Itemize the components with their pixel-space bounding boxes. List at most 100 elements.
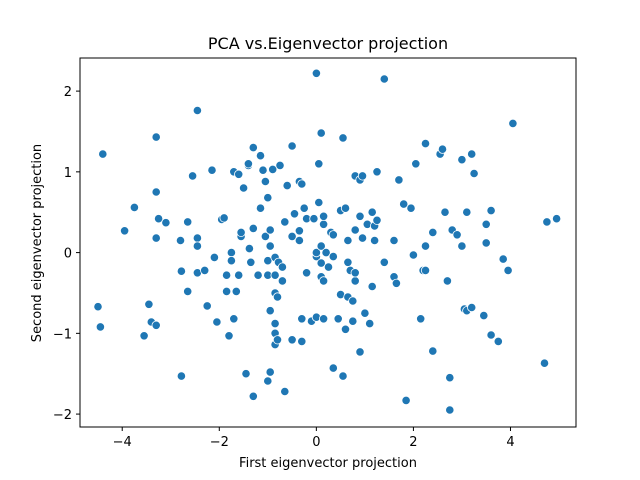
scatter-point bbox=[265, 306, 275, 316]
scatter-point bbox=[486, 330, 496, 340]
scatter-point bbox=[408, 250, 418, 260]
scatter-point bbox=[442, 276, 452, 286]
x-axis-label: First eigenvector projection bbox=[239, 456, 417, 471]
scatter-point bbox=[234, 169, 244, 179]
scatter-point bbox=[272, 292, 283, 302]
scatter-point bbox=[503, 265, 513, 275]
scatter-point bbox=[222, 286, 232, 296]
scatter-point bbox=[294, 235, 304, 246]
scatter-point bbox=[277, 262, 287, 272]
scatter-point bbox=[445, 405, 455, 415]
scatter-point bbox=[428, 346, 438, 356]
scatter-point bbox=[224, 331, 234, 341]
scatter-point bbox=[260, 176, 270, 187]
scatter-point bbox=[355, 347, 365, 357]
scatter-point bbox=[287, 335, 297, 345]
y-tick-label: −2 bbox=[53, 408, 72, 423]
scatter-point bbox=[420, 241, 431, 251]
scatter-point bbox=[428, 227, 438, 237]
scatter-point bbox=[226, 248, 236, 258]
scatter-point bbox=[457, 155, 467, 165]
scatter-point bbox=[508, 118, 518, 129]
chart-title: PCA vs.Eigenvector projection bbox=[208, 34, 448, 53]
scatter-point bbox=[175, 235, 186, 246]
scatter-point bbox=[486, 206, 496, 216]
scatter-point bbox=[272, 335, 283, 345]
scatter-point bbox=[239, 183, 249, 193]
scatter-point bbox=[98, 149, 108, 159]
scatter-point bbox=[350, 276, 360, 286]
scatter-point bbox=[95, 322, 106, 332]
scatter-point bbox=[297, 314, 307, 324]
scatter-point bbox=[248, 391, 258, 401]
scatter-point bbox=[229, 314, 239, 324]
scatter-point bbox=[406, 203, 416, 213]
scatter-point bbox=[192, 233, 202, 243]
scatter-point bbox=[357, 233, 368, 243]
scatter-point bbox=[161, 218, 171, 228]
scatter-point bbox=[357, 171, 368, 181]
scatter-point bbox=[314, 159, 324, 169]
scatter-point bbox=[481, 219, 491, 229]
scatter-point bbox=[222, 270, 232, 280]
scatter-point bbox=[316, 241, 326, 251]
scatter-point bbox=[343, 235, 353, 246]
y-tick-label: 2 bbox=[64, 85, 72, 100]
scatter-point bbox=[416, 314, 426, 324]
x-tick-label: 4 bbox=[506, 435, 514, 450]
scatter-point bbox=[188, 171, 198, 181]
scatter-point bbox=[280, 386, 290, 397]
scatter-point bbox=[328, 252, 338, 262]
scatter-point bbox=[539, 358, 550, 368]
scatter-point bbox=[311, 248, 321, 258]
scatter-point bbox=[328, 363, 338, 373]
scatter-point bbox=[200, 265, 210, 275]
scatter-point bbox=[316, 258, 326, 268]
scatter-point bbox=[437, 144, 448, 154]
scatter-point bbox=[318, 314, 329, 324]
scatter-point bbox=[340, 324, 351, 334]
scatter-point bbox=[367, 281, 377, 292]
scatter-point bbox=[323, 262, 334, 272]
scatter-point bbox=[255, 151, 266, 161]
scatter-point bbox=[289, 209, 300, 219]
scatter-point bbox=[282, 181, 292, 191]
scatter-point bbox=[270, 270, 280, 280]
scatter-point bbox=[265, 241, 275, 251]
scatter-point bbox=[318, 276, 329, 286]
scatter-point bbox=[394, 175, 404, 185]
plot-frame bbox=[79, 57, 577, 428]
scatter-point bbox=[372, 167, 382, 177]
scatter-point bbox=[318, 211, 329, 221]
scatter-point bbox=[348, 296, 358, 306]
scatter-point bbox=[493, 336, 503, 346]
scatter-point bbox=[120, 226, 130, 236]
scatter-point bbox=[350, 268, 360, 278]
scatter-point bbox=[176, 266, 186, 276]
x-tick-label: 2 bbox=[409, 435, 417, 450]
scatter-point bbox=[411, 159, 421, 169]
scatter-point bbox=[314, 197, 324, 208]
scatter-point bbox=[338, 133, 348, 143]
scatter-point bbox=[287, 141, 297, 151]
scatter-point bbox=[498, 254, 508, 264]
scatter-point bbox=[542, 217, 552, 227]
scatter-point bbox=[445, 373, 455, 383]
scatter-point bbox=[253, 270, 263, 280]
y-axis-label: Second eigenvector projection bbox=[30, 144, 45, 342]
scatter-point bbox=[369, 235, 380, 246]
scatter-point bbox=[350, 225, 360, 235]
scatter-point bbox=[457, 241, 467, 251]
scatter-point bbox=[154, 214, 164, 224]
scatter-point bbox=[294, 226, 304, 236]
scatter-point bbox=[151, 320, 161, 330]
scatter-point bbox=[129, 202, 139, 212]
scatter-point bbox=[467, 149, 477, 159]
scatter-point bbox=[318, 219, 329, 229]
scatter-point bbox=[248, 223, 258, 233]
scatter-point bbox=[144, 299, 154, 309]
scatter-point bbox=[241, 369, 251, 379]
x-tick-label: −2 bbox=[210, 435, 229, 450]
scatter-point bbox=[479, 310, 489, 321]
